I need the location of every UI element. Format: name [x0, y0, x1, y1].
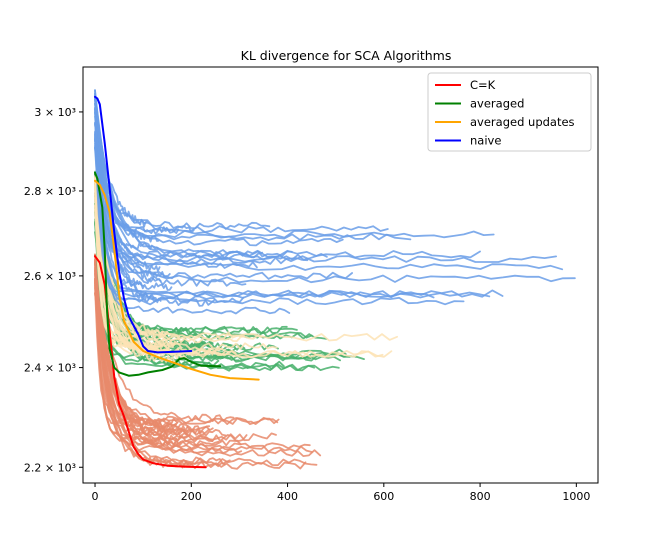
y-tick-label: 2.2 × 10³: [24, 461, 76, 474]
background-run-line: [94, 188, 278, 351]
background-run-line: [94, 269, 214, 444]
plot-frame: [82, 66, 599, 484]
background-run-line: [94, 95, 491, 299]
legend-label: naive: [470, 134, 501, 148]
background-run-line: [94, 177, 246, 344]
x-tick-label: 200: [181, 490, 202, 503]
background-run-line: [94, 197, 178, 364]
background-run-line: [94, 96, 353, 280]
background-run-line: [94, 287, 177, 430]
y-tick-label: 2.6 × 10³: [24, 270, 76, 283]
background-run-line: [94, 281, 279, 426]
background-run-line: [94, 144, 247, 287]
main-series: [94, 95, 260, 469]
background-run-line: [94, 89, 495, 239]
legend: C=K averaged averaged updates naive: [427, 72, 592, 152]
background-run-line: [94, 106, 344, 247]
background-run-line: [94, 136, 162, 304]
legend-label: C=K: [470, 78, 496, 92]
x-tick-label: 1000: [562, 490, 590, 503]
background-run-line: [94, 98, 293, 258]
y-axis: 2.2 × 10³ 2.4 × 10³ 2.6 × 10³ 2.8 × 10³ 3 × …: [24, 106, 83, 474]
background-run-line: [94, 211, 324, 362]
background-run-line: [94, 92, 162, 283]
x-tick-label: 600: [373, 490, 394, 503]
background-run-line: [94, 107, 564, 271]
background-run-line: [94, 178, 398, 342]
series-line: [94, 95, 193, 354]
background-run-line: [94, 279, 178, 428]
x-axis: 0 200 400 600 800 1000: [92, 483, 590, 503]
background-run-line: [94, 285, 307, 470]
chart-title: KL divergence for SCA Algorithms: [241, 48, 452, 63]
y-tick-label: 3 × 10³: [34, 106, 76, 119]
background-run-line: [94, 138, 389, 234]
background-run-line: [94, 93, 557, 263]
background-run-line: [94, 102, 481, 259]
legend-label: averaged: [470, 97, 524, 111]
y-tick-label: 2.4 × 10³: [24, 362, 76, 375]
background-run-line: [94, 281, 211, 433]
legend-label: averaged updates: [470, 115, 575, 129]
series-line: [94, 179, 260, 381]
background-run-line: [94, 197, 341, 363]
background-run-line: [94, 277, 322, 457]
series-line: [94, 171, 222, 377]
x-tick-label: 400: [277, 490, 298, 503]
background-run-line: [94, 262, 182, 447]
x-tick-label: 800: [470, 490, 491, 503]
background-run-line: [94, 142, 271, 230]
y-tick-label: 2.8 × 10³: [24, 185, 76, 198]
x-tick-label: 0: [92, 490, 99, 503]
legend-box: [427, 72, 592, 152]
